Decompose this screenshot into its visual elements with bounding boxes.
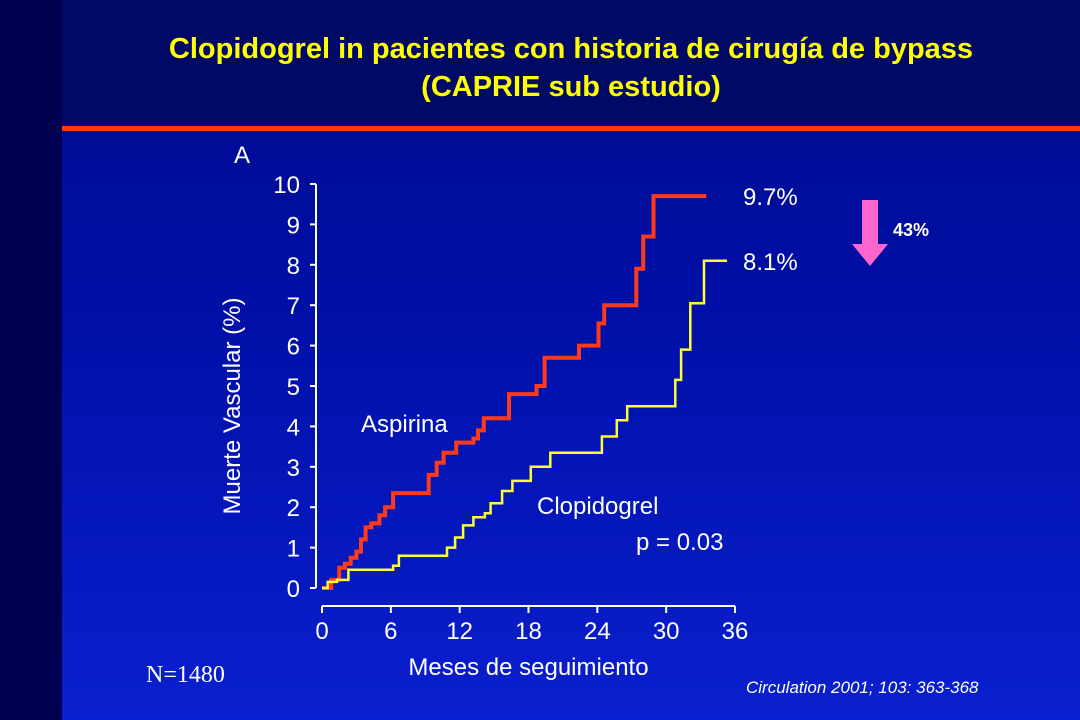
panel-label: A <box>234 142 250 169</box>
end-label-aspirina: 9.7% <box>743 184 798 211</box>
y-tick-label: 5 <box>287 374 300 401</box>
x-tick-label: 0 <box>315 618 328 645</box>
title-line-2: (CAPRIE sub estudio) <box>421 71 721 103</box>
x-tick-label: 36 <box>722 618 749 645</box>
y-tick-label: 10 <box>273 172 300 199</box>
series-label-aspirina: Aspirina <box>361 411 448 438</box>
x-tick-label: 18 <box>515 618 542 645</box>
p-value: p = 0.03 <box>636 529 723 556</box>
series-line-clopidogrel <box>322 259 727 590</box>
y-tick-label: 8 <box>287 253 300 280</box>
title-rule <box>62 126 1080 131</box>
end-label-clopidogrel: 8.1% <box>743 249 798 276</box>
y-tick-label: 6 <box>287 334 300 361</box>
sample-size-label: N=1480 <box>146 662 225 688</box>
y-tick-label: 2 <box>287 495 300 522</box>
x-tick-label: 12 <box>446 618 473 645</box>
x-tick-label: 24 <box>584 618 611 645</box>
y-tick-label: 9 <box>287 212 300 239</box>
y-tick-label: 3 <box>287 455 300 482</box>
y-tick-label: 0 <box>287 576 300 603</box>
citation: Circulation 2001; 103: 363-368 <box>746 678 979 697</box>
series-line-aspirina <box>322 194 707 590</box>
y-tick-label: 4 <box>287 414 300 441</box>
left-band <box>0 0 62 720</box>
chart-labels: Meses de seguimiento Muerte Vascular (%) A… <box>219 142 929 681</box>
x-tick-label: 6 <box>384 618 397 645</box>
y-axis-label: Muerte Vascular (%) <box>219 298 246 515</box>
x-tick-label: 30 <box>653 618 680 645</box>
title-area <box>62 0 1080 126</box>
slide-title: Clopidogrel in pacientes con historia de… <box>62 30 1080 106</box>
x-axis-label: Meses de seguimiento <box>408 654 648 681</box>
reduction-label: 43% <box>893 220 929 240</box>
series-lines <box>322 194 727 590</box>
series-label-clopidogrel: Clopidogrel <box>537 493 658 520</box>
title-line-1: Clopidogrel in pacientes con historia de… <box>168 33 974 65</box>
y-tick-label: 1 <box>287 536 300 563</box>
y-tick-label: 7 <box>287 293 300 320</box>
down-arrow-icon <box>852 200 888 266</box>
